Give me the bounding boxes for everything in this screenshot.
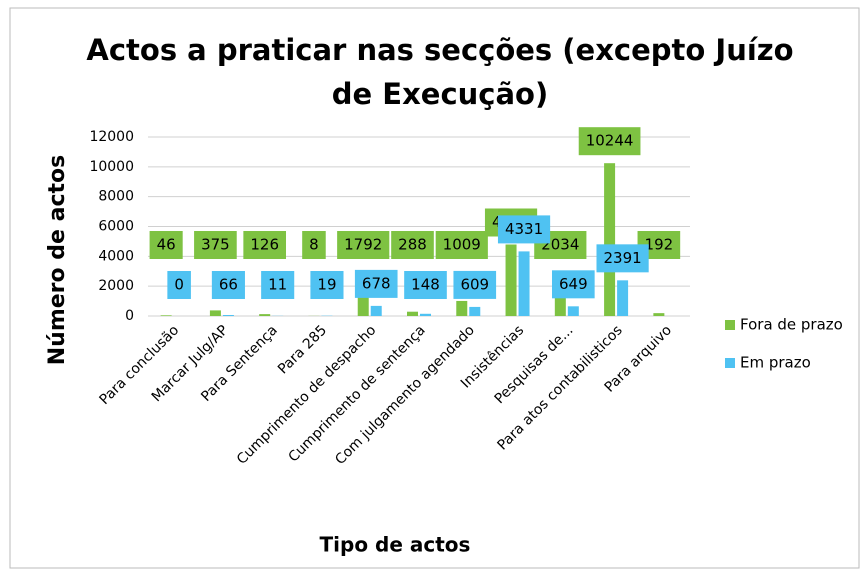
bar — [456, 301, 467, 316]
data-label: 375 — [201, 236, 230, 254]
data-label: 678 — [362, 274, 391, 292]
data-label: 1792 — [344, 236, 382, 254]
y-tick-label: 8000 — [98, 189, 134, 205]
y-tick-label: 2000 — [98, 278, 134, 294]
data-label: 148 — [411, 276, 440, 294]
chart-title: Actos a praticar nas secções (excepto Ju… — [86, 33, 793, 67]
y-tick-label: 0 — [125, 308, 134, 324]
bar — [519, 251, 530, 316]
y-axis-title: Número de actos — [45, 155, 70, 365]
legend-label: Fora de prazo — [740, 316, 843, 334]
y-tick-label: 10000 — [89, 159, 134, 175]
data-label: 10244 — [586, 132, 634, 150]
bar — [407, 312, 418, 316]
data-label: 19 — [317, 276, 336, 294]
bar — [210, 310, 221, 316]
data-label: 46 — [157, 236, 176, 254]
bar — [259, 314, 270, 316]
bar — [469, 307, 480, 316]
data-label: 2391 — [603, 249, 641, 267]
bar — [371, 306, 382, 316]
bar — [223, 315, 234, 316]
data-label: 649 — [559, 275, 588, 293]
legend-swatch — [725, 320, 735, 330]
bar — [161, 315, 172, 316]
legend-label: Em prazo — [740, 354, 811, 372]
bar — [617, 280, 628, 316]
x-axis-title: Tipo de actos — [320, 533, 471, 557]
data-label: 66 — [219, 276, 238, 294]
y-tick-label: 6000 — [98, 219, 134, 235]
bar — [568, 306, 579, 316]
data-label: 8 — [309, 236, 319, 254]
y-tick-label: 4000 — [98, 248, 134, 264]
data-label: 1009 — [443, 236, 481, 254]
bar — [604, 163, 615, 316]
data-label: 11 — [268, 276, 287, 294]
bar — [653, 313, 664, 316]
data-label: 609 — [460, 275, 489, 293]
data-label: 288 — [398, 236, 427, 254]
data-label: 0 — [174, 276, 184, 294]
chart-title: de Execução) — [332, 77, 548, 111]
bar — [506, 245, 517, 316]
data-label: 192 — [645, 236, 674, 254]
data-label: 126 — [250, 236, 279, 254]
y-tick-label: 12000 — [89, 129, 134, 145]
bar — [420, 314, 431, 316]
data-label: 4331 — [505, 220, 543, 238]
legend-swatch — [725, 358, 735, 368]
